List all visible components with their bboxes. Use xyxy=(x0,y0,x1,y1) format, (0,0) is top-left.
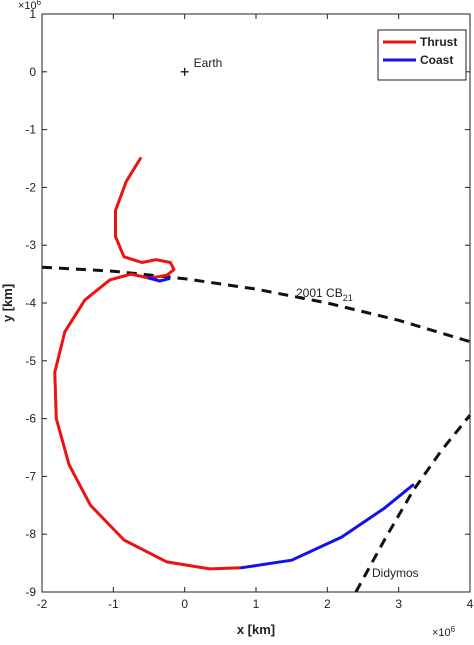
trajectory xyxy=(53,157,244,571)
y-tick-label: -9 xyxy=(25,585,36,599)
x-tick-label: 1 xyxy=(253,597,260,611)
orbit-label-sub: 21 xyxy=(343,293,353,303)
x-tick-label: 0 xyxy=(181,597,188,611)
orbit-label-text: Didymos xyxy=(372,566,419,580)
orbit-line xyxy=(41,265,471,344)
x-tick-label: 4 xyxy=(467,597,474,611)
x-tick-label: 2 xyxy=(324,597,331,611)
marker-label: Earth xyxy=(194,56,223,70)
y-tick-label: 0 xyxy=(29,65,36,79)
legend-label: Coast xyxy=(420,53,453,67)
x-tick-label: -1 xyxy=(108,597,119,611)
orbit-label: 2001 CB21 xyxy=(296,286,353,303)
orbit-label: Didymos xyxy=(372,566,419,580)
y-multiplier-exp: 6 xyxy=(37,0,42,7)
orbit-label-text: 2001 CB xyxy=(296,286,343,300)
legend-label: Thrust xyxy=(420,35,457,49)
y-tick-label: -8 xyxy=(25,527,36,541)
x-multiplier: ×106 xyxy=(432,625,456,639)
y-tick-label: -4 xyxy=(25,296,36,310)
y-tick-label: 1 xyxy=(29,7,36,21)
x-multiplier-exp: 6 xyxy=(451,625,456,634)
y-tick-label: -1 xyxy=(25,123,36,137)
y-tick-label: -7 xyxy=(25,469,36,483)
x-tick-label: -2 xyxy=(37,597,48,611)
orbit-line xyxy=(354,414,472,593)
legend-box xyxy=(377,29,467,81)
y-tick-label: -3 xyxy=(25,238,36,252)
y-multiplier: ×106 xyxy=(18,0,42,12)
x-axis-label: x [km] xyxy=(237,622,275,637)
y-tick-label: -2 xyxy=(25,180,36,194)
y-axis-label: y [km] xyxy=(0,284,15,322)
x-multiplier-base: ×10 xyxy=(432,627,451,639)
y-multiplier-base: ×10 xyxy=(18,0,37,12)
x-tick-label: 3 xyxy=(395,597,402,611)
trajectory xyxy=(147,276,415,570)
y-tick-label: -6 xyxy=(25,412,36,426)
marker xyxy=(180,67,189,76)
plot-frame xyxy=(41,13,471,593)
y-tick-label: -5 xyxy=(25,354,36,368)
